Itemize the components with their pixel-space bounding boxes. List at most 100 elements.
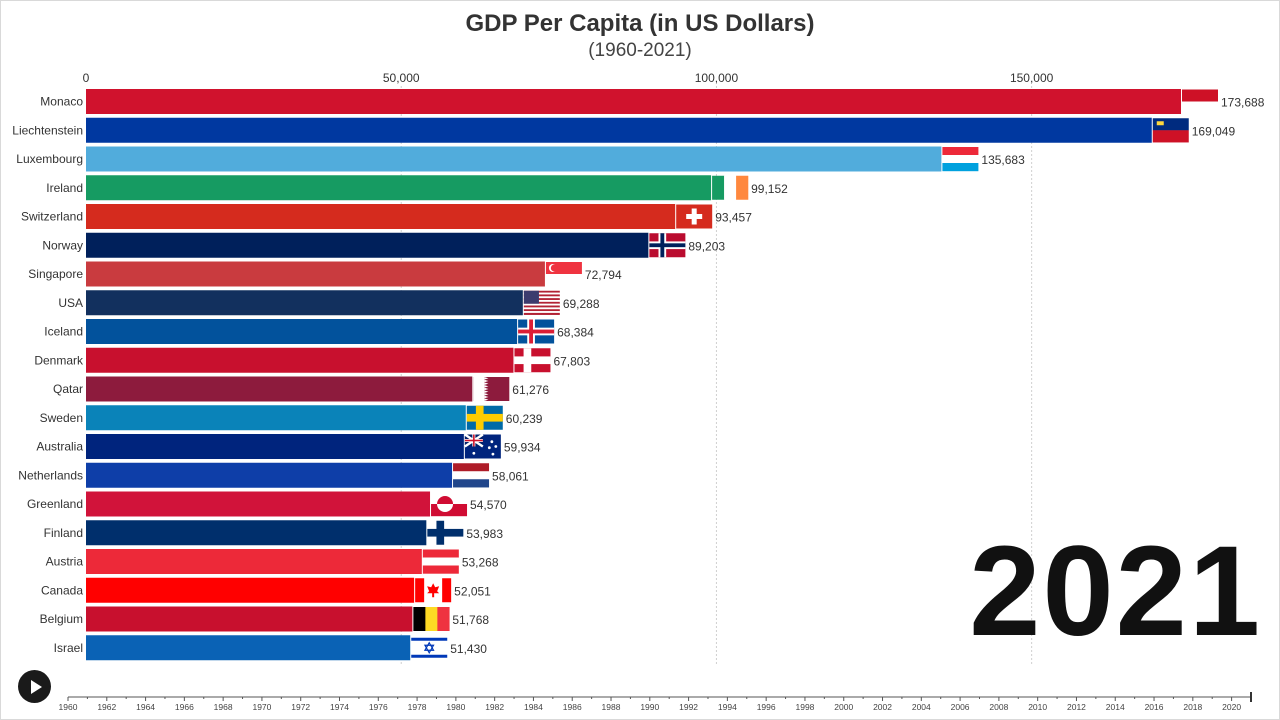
bar-greenland xyxy=(86,491,431,517)
current-year-label: 2021 xyxy=(969,520,1262,663)
bar-category-label: Netherlands xyxy=(18,468,83,482)
bar-value-label: 51,430 xyxy=(450,642,487,656)
timeline-tick-label[interactable]: 1992 xyxy=(679,702,698,712)
flag-monaco-icon xyxy=(1182,89,1218,114)
flag-austria-icon xyxy=(422,549,459,574)
timeline-tick-label[interactable]: 1976 xyxy=(369,702,388,712)
bar-sweden xyxy=(86,405,466,431)
bar-category-label: Qatar xyxy=(53,382,83,396)
chart-title: GDP Per Capita (in US Dollars) xyxy=(465,10,815,37)
timeline-tick-label[interactable]: 2008 xyxy=(989,702,1008,712)
bar-value-label: 52,051 xyxy=(454,584,491,598)
bar-canada xyxy=(86,577,415,603)
bar-category-label: Israel xyxy=(54,641,83,655)
flag-finland-icon xyxy=(427,520,464,545)
bar-australia xyxy=(86,434,464,459)
timeline-tick-label[interactable]: 1996 xyxy=(757,702,776,712)
flag-luxembourg-icon xyxy=(942,147,979,172)
timeline-tick-label[interactable]: 1966 xyxy=(175,702,194,712)
bar-value-label: 51,768 xyxy=(452,613,489,627)
bar-category-label: Sweden xyxy=(40,411,83,425)
bar-value-label: 68,384 xyxy=(557,326,594,340)
flag-australia-icon xyxy=(464,433,501,459)
timeline-tick-label[interactable]: 2004 xyxy=(912,702,931,712)
bar-value-label: 173,688 xyxy=(1221,96,1265,110)
timeline-tick-label[interactable]: 1974 xyxy=(330,702,349,712)
bar-category-label: Liechtenstein xyxy=(12,123,83,137)
flag-switzerland-icon xyxy=(676,204,713,229)
timeline-tick-label[interactable]: 2012 xyxy=(1067,702,1086,712)
bar-category-label: Singapore xyxy=(28,267,83,281)
bar-denmark xyxy=(86,347,514,373)
bar-value-label: 169,049 xyxy=(1192,124,1236,138)
bar-category-label: Ireland xyxy=(46,181,83,195)
flag-singapore-icon xyxy=(545,262,582,287)
timeline-tick-label[interactable]: 1978 xyxy=(408,702,427,712)
timeline-tick-label[interactable]: 1994 xyxy=(718,702,737,712)
bar-value-label: 72,794 xyxy=(585,268,622,282)
bar-liechtenstein xyxy=(86,117,1152,143)
bar-value-label: 59,934 xyxy=(504,441,541,455)
timeline-tick-label[interactable]: 2020 xyxy=(1222,702,1241,712)
timeline-tick-label[interactable]: 2006 xyxy=(951,702,970,712)
bar-category-label: Monaco xyxy=(40,95,83,109)
bar-belgium xyxy=(86,606,413,632)
timeline-tick-label[interactable]: 1988 xyxy=(602,702,621,712)
flag-liechtenstein-icon xyxy=(1152,118,1189,143)
timeline-tick-label[interactable]: 1984 xyxy=(524,702,543,712)
flag-netherlands-icon xyxy=(453,463,490,488)
flag-usa-icon xyxy=(523,290,560,315)
timeline-tick-label[interactable]: 1982 xyxy=(485,702,504,712)
bar-usa xyxy=(86,290,523,316)
bar-value-label: 67,803 xyxy=(553,354,590,368)
bar-value-label: 60,239 xyxy=(506,412,543,426)
bar-value-label: 53,983 xyxy=(466,527,503,541)
bar-iceland xyxy=(86,319,518,344)
bar-category-label: Austria xyxy=(46,555,84,569)
bar-category-label: Switzerland xyxy=(21,210,83,224)
bar-austria xyxy=(86,549,422,574)
timeline-tick-label[interactable]: 2014 xyxy=(1106,702,1125,712)
flag-canada-icon xyxy=(415,578,452,603)
timeline-tick-label[interactable]: 2016 xyxy=(1145,702,1164,712)
timeline-tick-label[interactable]: 1968 xyxy=(214,702,233,712)
bar-norway xyxy=(86,232,649,258)
bar-monaco xyxy=(86,89,1181,114)
flag-denmark-icon xyxy=(514,348,551,373)
timeline-tick-label[interactable]: 1998 xyxy=(795,702,814,712)
timeline-tick-label[interactable]: 1960 xyxy=(59,702,78,712)
bar-finland xyxy=(86,520,427,546)
timeline-tick-label[interactable]: 1986 xyxy=(563,702,582,712)
bar-category-label: Norway xyxy=(42,238,83,252)
bar-ireland xyxy=(86,175,712,201)
bar-category-label: Luxembourg xyxy=(16,152,83,166)
bar-luxembourg xyxy=(86,146,942,172)
timeline-tick-label[interactable]: 1990 xyxy=(640,702,659,712)
timeline-tick-label[interactable]: 1972 xyxy=(291,702,310,712)
flag-greenland-icon xyxy=(431,492,468,517)
timeline-tick-label[interactable]: 2010 xyxy=(1028,702,1047,712)
timeline-tick-label[interactable]: 1980 xyxy=(446,702,465,712)
bar-netherlands xyxy=(86,462,453,488)
timeline-tick-label[interactable]: 2000 xyxy=(834,702,853,712)
flag-belgium-icon xyxy=(413,607,450,631)
x-tick-label: 150,000 xyxy=(1010,71,1054,85)
bar-value-label: 99,152 xyxy=(751,182,788,196)
x-tick-label: 0 xyxy=(83,71,90,85)
flag-sweden-icon xyxy=(466,405,503,430)
bar-category-label: Belgium xyxy=(40,612,83,626)
timeline-tick-label[interactable]: 1970 xyxy=(252,702,271,712)
bar-israel xyxy=(86,635,411,661)
bar-category-label: USA xyxy=(58,296,83,310)
timeline-tick-label[interactable]: 1962 xyxy=(97,702,116,712)
play-button[interactable] xyxy=(18,670,51,703)
bar-value-label: 89,203 xyxy=(688,239,725,253)
timeline-tick-label[interactable]: 2018 xyxy=(1183,702,1202,712)
bar-qatar xyxy=(86,376,473,402)
bar-category-label: Australia xyxy=(36,440,83,454)
bar-category-label: Greenland xyxy=(27,497,83,511)
timeline-tick-label[interactable]: 1964 xyxy=(136,702,155,712)
timeline-tick-label[interactable]: 2002 xyxy=(873,702,892,712)
bar-category-label: Iceland xyxy=(44,325,83,339)
